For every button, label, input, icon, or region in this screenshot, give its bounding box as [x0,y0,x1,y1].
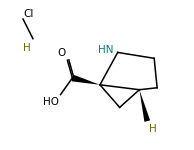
Text: Cl: Cl [23,9,33,19]
Text: HO: HO [42,97,59,107]
Polygon shape [72,75,100,85]
Polygon shape [139,90,150,122]
Text: O: O [57,48,65,58]
Text: HN: HN [98,45,114,56]
Text: H: H [23,43,31,53]
Text: H: H [149,124,157,134]
